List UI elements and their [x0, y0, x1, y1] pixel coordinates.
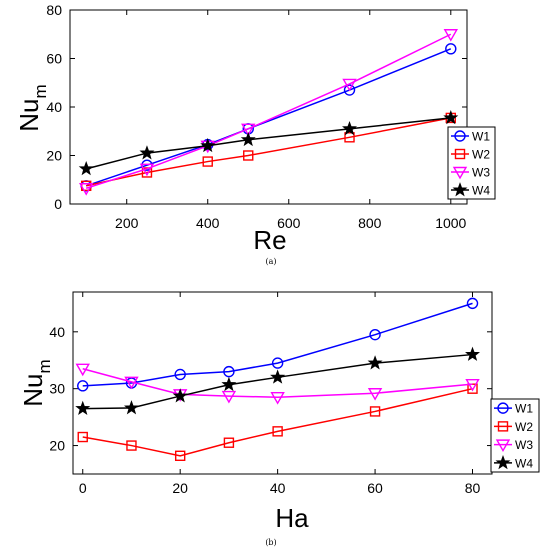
x-tick-label: 800: [358, 215, 382, 231]
data-point: [75, 363, 90, 377]
legend-label: W4: [515, 456, 533, 470]
legend: W1 W2 W3 W4: [447, 126, 496, 200]
data-point: [272, 426, 283, 437]
data-point: [78, 160, 94, 176]
x-tick-label: 400: [196, 215, 220, 231]
legend-marker: [454, 130, 466, 142]
data-point: [367, 388, 383, 401]
data-point: [221, 390, 237, 404]
data-point: [223, 365, 235, 378]
legend: W1 W2 W3 W4: [490, 398, 540, 473]
data-point: [77, 431, 88, 443]
legend-label: W3: [472, 166, 490, 180]
y-axis-label: Num: [14, 84, 50, 131]
data-point: [174, 368, 186, 381]
x-tick-label: 60: [367, 480, 383, 496]
data-point: [369, 328, 381, 341]
data-point: [445, 43, 457, 55]
legend-marker: [497, 402, 509, 414]
data-point: [342, 120, 358, 136]
plot-area: [72, 291, 493, 475]
y-tick-label: 40: [46, 99, 62, 115]
data-point: [77, 380, 89, 392]
series-line: [82, 368, 473, 398]
data-point: [343, 84, 356, 96]
data-point: [172, 388, 188, 403]
panel-label: (a): [265, 257, 276, 266]
x-tick-label: 20: [172, 480, 188, 496]
legend-label: W1: [515, 402, 533, 416]
series-line: [86, 117, 451, 170]
legend-label: W4: [472, 184, 490, 198]
data-point: [139, 145, 155, 160]
legend-label: W2: [515, 420, 533, 434]
y-tick-label: 80: [46, 2, 62, 18]
x-tick-label: 80: [465, 480, 481, 496]
data-point: [271, 357, 284, 369]
data-point: [221, 376, 237, 392]
data-point: [75, 400, 91, 415]
data-point: [223, 437, 235, 448]
legend-marker: [495, 455, 511, 470]
data-point: [139, 163, 155, 177]
series-line: [82, 302, 473, 387]
data-point: [126, 440, 137, 451]
data-point: [78, 183, 94, 196]
x-tick-label: 40: [270, 480, 286, 496]
series-w4: [78, 110, 459, 176]
x-axis-label: Re: [253, 225, 286, 255]
x-axis-label: Ha: [275, 503, 309, 533]
legend-label: W1: [472, 130, 490, 144]
series-line: [82, 387, 473, 457]
legend-marker: [495, 439, 511, 453]
series-w1: [77, 297, 479, 392]
data-point: [124, 376, 139, 390]
data-point: [240, 131, 256, 147]
series-line: [86, 117, 451, 187]
data-point: [466, 297, 479, 310]
chart-panel-1: 200 400 600 800 1000020406080ReNum(a)W1W2W3W…: [14, 2, 496, 266]
legend-marker: [497, 421, 509, 432]
data-point: [141, 167, 153, 178]
y-axis-label: Num: [18, 359, 54, 406]
y-tick-label: 30: [49, 381, 65, 397]
data-point: [241, 123, 256, 137]
y-tick-label: 20: [46, 148, 62, 164]
data-point: [123, 400, 139, 415]
chart-panel-2: 0 20 40 60 80 20 30 40 Ha Num (b) W1 W2 W3 W4: [18, 291, 540, 547]
data-point: [443, 110, 459, 125]
legend-label: W2: [472, 148, 490, 162]
data-point: [369, 406, 381, 417]
data-point: [270, 392, 285, 405]
data-point: [443, 29, 459, 42]
x-tick-label: 1000: [435, 215, 466, 231]
data-point: [367, 355, 383, 370]
data-point: [200, 137, 216, 153]
data-point: [202, 156, 213, 167]
y-tick-label: 20: [49, 438, 65, 454]
y-tick-label: 0: [54, 196, 62, 212]
x-tick-label: 600: [277, 215, 301, 231]
data-point: [174, 450, 186, 461]
x-tick-label: 0: [79, 480, 87, 496]
data-point: [465, 346, 481, 361]
data-point: [243, 150, 254, 161]
series-line: [85, 33, 452, 189]
y-tick-label: 40: [49, 324, 65, 340]
data-point: [342, 78, 357, 92]
legend-marker: [454, 148, 466, 160]
panel-label: (b): [265, 538, 276, 547]
data-point: [344, 132, 355, 143]
data-point: [270, 369, 286, 384]
x-tick-label: 200: [115, 215, 139, 231]
legend-marker: [452, 182, 468, 197]
y-tick-label: 60: [46, 51, 62, 67]
series-w4: [75, 346, 481, 415]
data-point: [465, 378, 480, 392]
legend-marker: [452, 166, 468, 180]
legend-label: W3: [515, 438, 533, 452]
